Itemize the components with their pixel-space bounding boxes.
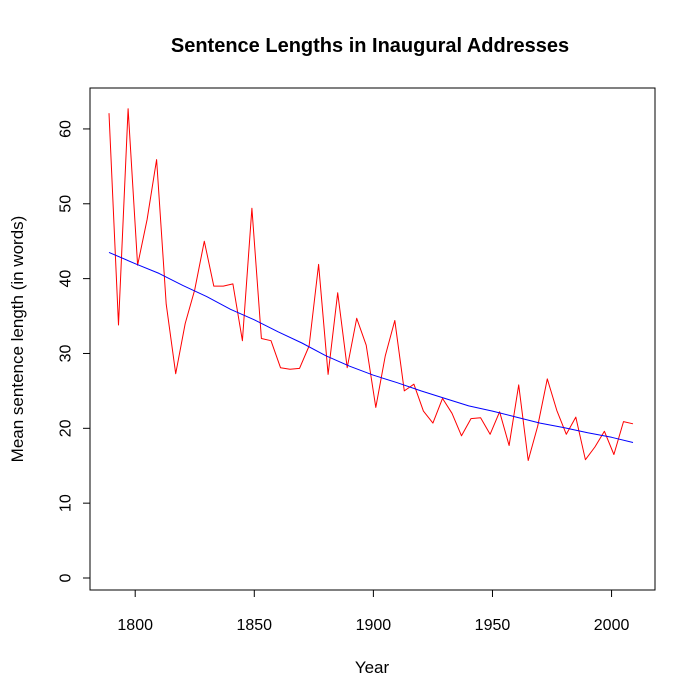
y-tick-label: 10 bbox=[58, 494, 75, 512]
y-tick-label: 40 bbox=[58, 270, 75, 288]
y-tick-label: 30 bbox=[58, 344, 75, 362]
x-tick-label: 2000 bbox=[594, 617, 630, 634]
series-layer bbox=[108, 108, 634, 461]
x-tick-label: 1850 bbox=[236, 617, 272, 634]
chart-title: Sentence Lengths in Inaugural Addresses bbox=[171, 35, 569, 57]
x-axis: 1800 1850 1900 1950 2000 bbox=[117, 589, 630, 634]
series-line-observed bbox=[108, 108, 634, 461]
y-tick-label: 20 bbox=[58, 419, 75, 437]
y-axis: 0 10 20 30 40 50 60 bbox=[58, 120, 91, 582]
x-tick-label: 1900 bbox=[356, 617, 392, 634]
y-tick-label: 0 bbox=[58, 573, 75, 582]
y-axis-label: Mean sentence length (in words) bbox=[8, 216, 27, 463]
x-tick-label: 1800 bbox=[117, 617, 153, 634]
y-tick-label: 60 bbox=[58, 120, 75, 138]
y-tick-label: 50 bbox=[58, 195, 75, 213]
x-axis-label: Year bbox=[355, 658, 390, 677]
series-line-trend bbox=[108, 251, 634, 443]
x-tick-label: 1950 bbox=[475, 617, 511, 634]
plot-frame bbox=[89, 87, 656, 591]
